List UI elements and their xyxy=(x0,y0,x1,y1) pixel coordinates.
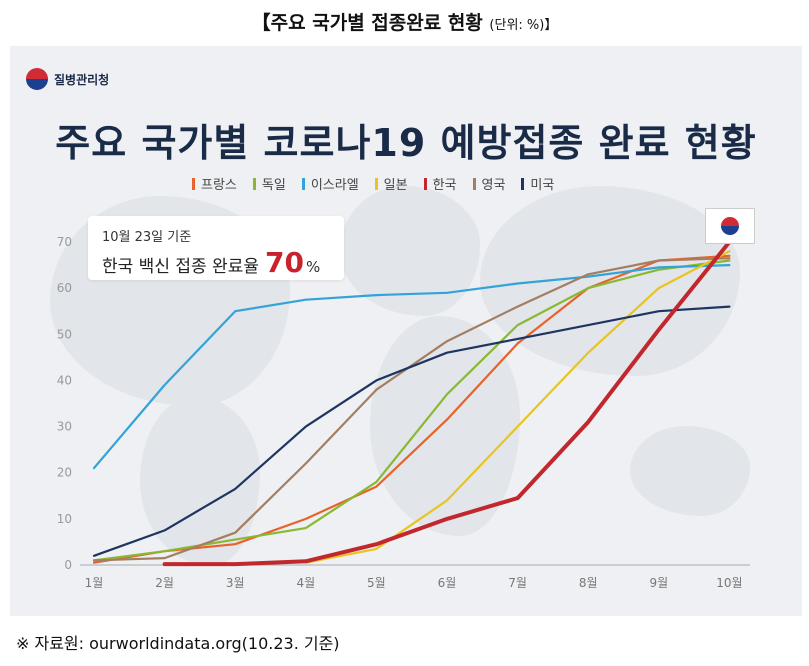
agency-logo: 질병관리청 xyxy=(26,68,109,90)
callout-box: 10월 23일 기준 한국 백신 접종 완료율 70 % xyxy=(88,216,344,280)
x-tick-label: 9월 xyxy=(649,576,668,590)
chart-title: 주요 국가별 코로나19 예방접종 완료 현황 xyxy=(55,121,757,165)
y-tick-label: 70 xyxy=(57,235,72,249)
x-tick-label: 7월 xyxy=(508,576,527,590)
agency-emblem-icon xyxy=(26,68,48,90)
taegeuk-icon xyxy=(721,217,739,235)
legend-swatch xyxy=(192,177,195,190)
series-line-미국 xyxy=(92,305,731,557)
legend-swatch xyxy=(252,177,256,190)
y-tick-label: 10 xyxy=(57,512,72,526)
x-tick-label: 10월 xyxy=(716,576,742,590)
x-tick-label: 4월 xyxy=(296,576,315,590)
legend-item: 미국 xyxy=(521,174,554,193)
callout-text: 한국 백신 접종 완료율 xyxy=(102,257,259,277)
legend-item: 이스라엘 xyxy=(301,174,359,193)
legend-swatch xyxy=(301,177,305,190)
page-header: 【주요 국가별 접종완료 현황 (단위: %)】 xyxy=(0,8,809,35)
y-tick-label: 20 xyxy=(57,466,72,480)
x-tick-label: 8월 xyxy=(579,576,598,590)
x-tick-label: 6월 xyxy=(438,576,457,590)
page-header-title: 【주요 국가별 접종완료 현황 xyxy=(251,12,483,34)
series-line-이스라엘 xyxy=(92,264,731,470)
page-header-unit: (단위: %)】 xyxy=(489,18,558,33)
infographic-panel: 질병관리청 주요 국가별 코로나19 예방접종 완료 현황 프랑스 독일 이스라엘 일… xyxy=(10,46,802,616)
korea-flag-icon xyxy=(705,208,755,244)
x-tick-label: 2월 xyxy=(155,576,174,590)
legend-swatch xyxy=(472,177,476,190)
line-chart: 0 10 20 30 40 50 60 70 1월 2월 3월 4월 5월 6월 7월 8월 9월 10월 xyxy=(57,235,750,590)
x-tick-label: 3월 xyxy=(226,576,245,590)
legend-label: 일본 xyxy=(383,178,408,193)
legend-swatch xyxy=(374,177,378,190)
legend-label: 미국 xyxy=(530,178,555,193)
callout-date: 10월 23일 기준 xyxy=(102,230,192,245)
legend-label: 이스라엘 xyxy=(310,178,359,193)
y-tick-label: 40 xyxy=(57,373,72,387)
y-tick-label: 0 xyxy=(64,558,72,572)
legend-item: 한국 xyxy=(423,174,457,193)
x-tick-label: 5월 xyxy=(367,576,386,590)
legend-item: 프랑스 xyxy=(192,174,237,193)
source-note: ※ 자료원: ourworldindata.org(10.23. 기준) xyxy=(16,634,340,653)
legend-label: 독일 xyxy=(261,178,286,193)
callout-unit: % xyxy=(305,258,321,276)
series-line-한국 xyxy=(162,240,732,567)
x-tick-label: 1월 xyxy=(85,576,104,590)
legend-label: 영국 xyxy=(481,178,506,193)
world-map-shape xyxy=(140,396,260,566)
legend-swatch xyxy=(423,177,427,190)
y-tick-label: 60 xyxy=(57,281,72,295)
legend-swatch xyxy=(521,177,525,190)
series-line-일본 xyxy=(304,250,731,564)
legend-item: 영국 xyxy=(472,174,506,193)
agency-name: 질병관리청 xyxy=(54,72,110,87)
y-tick-label: 50 xyxy=(57,327,72,341)
series-line-프랑스 xyxy=(92,254,731,564)
callout-value: 70 xyxy=(264,246,304,279)
chart-legend: 프랑스 독일 이스라엘 일본 한국 영국 미국 xyxy=(192,174,554,193)
legend-item: 일본 xyxy=(374,174,408,193)
legend-label: 한국 xyxy=(432,178,457,193)
y-tick-label: 30 xyxy=(57,420,72,434)
legend-item: 독일 xyxy=(252,174,286,193)
legend-label: 프랑스 xyxy=(201,178,237,193)
world-map-shape xyxy=(630,426,750,516)
